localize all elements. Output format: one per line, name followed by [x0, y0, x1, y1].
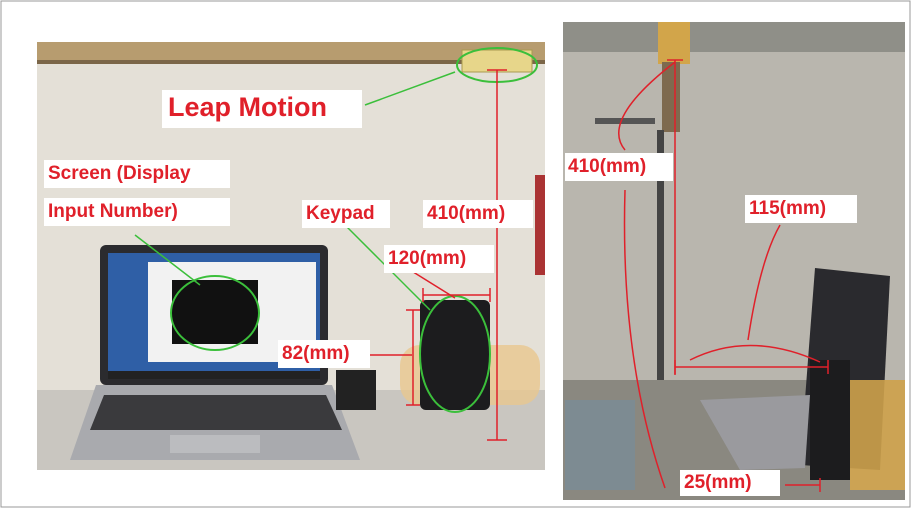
keypad-label: Keypad: [306, 203, 375, 224]
right-height-label: 410(mm): [568, 156, 646, 177]
leap-motion-label: Leap Motion: [168, 92, 327, 122]
screen-label-line1: Screen (Display: [48, 163, 191, 184]
keypad-width-label: 120(mm): [388, 248, 466, 269]
right-photo: [563, 22, 905, 500]
figure: Leap Motion Screen (Display Input Number…: [0, 0, 911, 508]
screen-label-line2: Input Number): [48, 201, 178, 222]
distance-label: 115(mm): [749, 198, 826, 219]
height-label: 410(mm): [427, 203, 505, 224]
offset-label: 25(mm): [684, 472, 752, 493]
keypad-depth-label: 82(mm): [282, 343, 350, 364]
